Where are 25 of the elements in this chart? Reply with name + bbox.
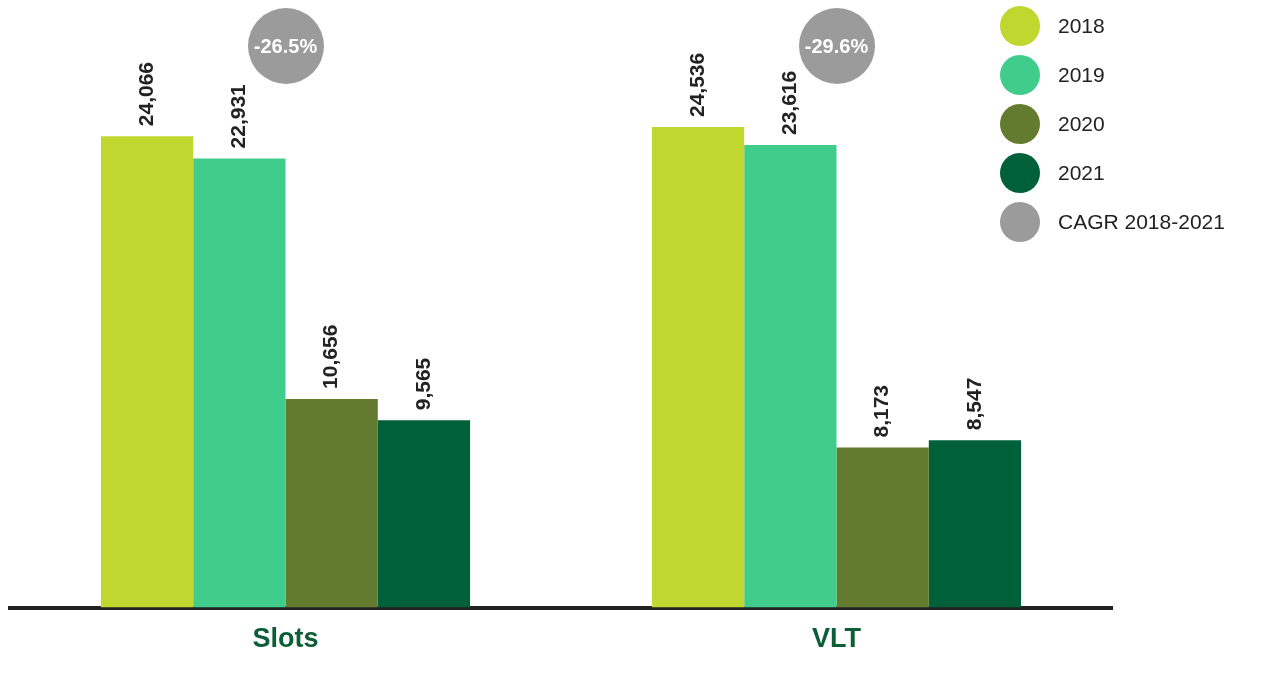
- bar: [377, 420, 471, 608]
- bar: [285, 398, 378, 608]
- x-tick-label: VLT: [812, 623, 862, 654]
- bar: [651, 127, 745, 608]
- data-label: 24,066: [133, 61, 157, 127]
- bar: [928, 440, 1022, 608]
- circle-badge: -26.5%: [247, 8, 324, 84]
- bar: [100, 136, 194, 608]
- data-label: 10,656: [318, 324, 342, 389]
- data-label: 24,536: [684, 52, 708, 118]
- bar: [193, 158, 286, 608]
- bar: [836, 447, 929, 608]
- legend-label: 2020: [1058, 112, 1105, 136]
- x-tick-label: Slots: [252, 623, 319, 654]
- data-label: 8,173: [869, 384, 893, 438]
- legend-label: 2018: [1058, 14, 1105, 38]
- data-label: 23,616: [777, 70, 801, 136]
- legend-label: 2019: [1058, 63, 1105, 87]
- bar: [744, 145, 837, 608]
- data-label: 8,547: [961, 377, 985, 431]
- circle-badge: -29.6%: [798, 8, 875, 84]
- annotation: CAGR 2018-2021: [1058, 210, 1225, 234]
- data-label: 9,565: [410, 357, 434, 411]
- data-label: 22,931: [226, 83, 250, 149]
- legend-label: 2021: [1058, 161, 1105, 185]
